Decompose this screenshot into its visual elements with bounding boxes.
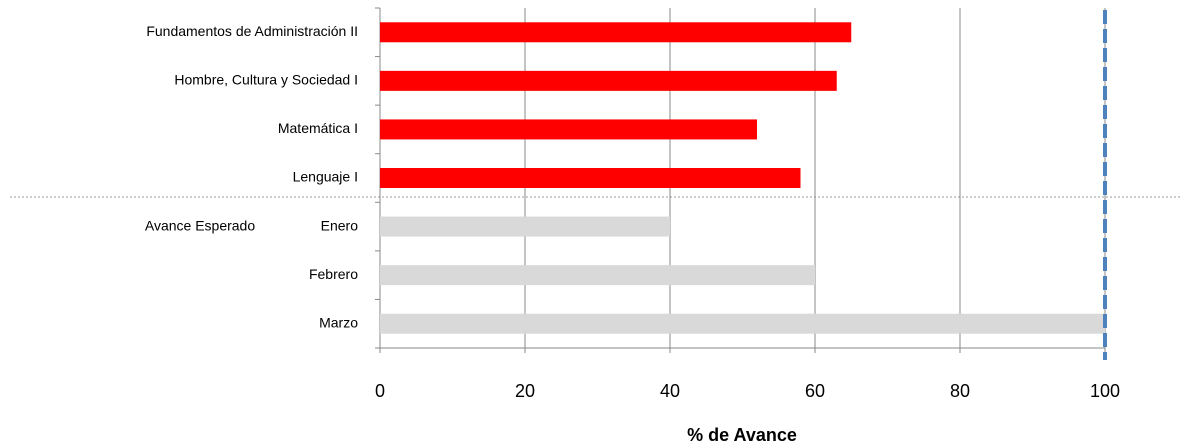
x-tick-label: 40 — [660, 381, 680, 401]
y-tick-label: Lenguaje I — [293, 169, 358, 185]
y-tick-label: Marzo — [319, 314, 358, 330]
bar — [380, 265, 815, 286]
x-tick-label: 20 — [515, 381, 535, 401]
bar — [380, 22, 852, 43]
x-tick-label: 60 — [805, 381, 825, 401]
x-axis-title: % de Avance — [687, 425, 797, 445]
y-tick-label: Enero — [321, 217, 359, 233]
y-tick-label: Hombre, Cultura y Sociedad I — [174, 72, 358, 88]
y-tick-label: Matemática I — [278, 120, 358, 136]
y-tick-label: Febrero — [309, 266, 358, 282]
bar — [380, 119, 757, 140]
x-tick-label: 0 — [375, 381, 385, 401]
x-tick-label: 100 — [1090, 381, 1120, 401]
bar — [380, 168, 801, 188]
bar — [380, 216, 670, 237]
group-label: Avance Esperado — [145, 217, 255, 233]
x-tick-label: 80 — [950, 381, 970, 401]
bar — [380, 313, 1105, 334]
y-tick-label: Fundamentos de Administración II — [146, 23, 358, 39]
bar — [380, 70, 837, 91]
